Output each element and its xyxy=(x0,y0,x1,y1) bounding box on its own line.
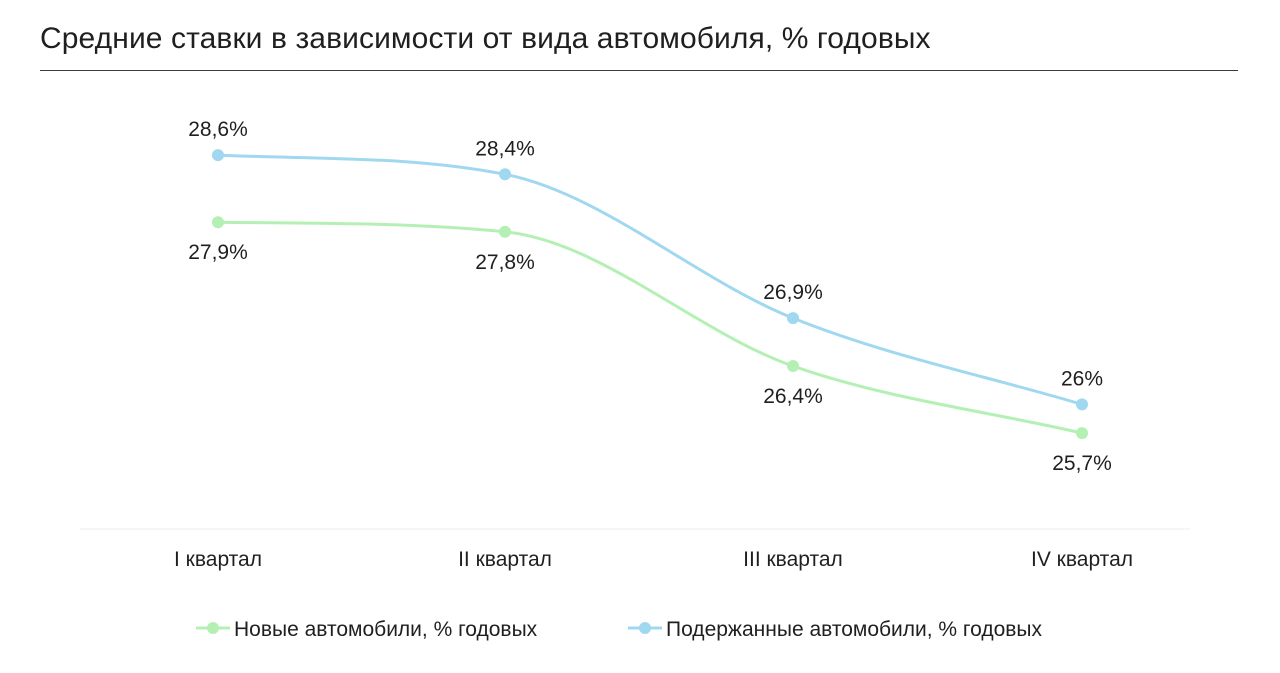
data-label: 25,7% xyxy=(1052,452,1112,475)
data-point xyxy=(1076,398,1088,411)
data-point xyxy=(787,360,799,373)
title-divider xyxy=(40,70,1238,71)
series-line-2 xyxy=(216,153,1084,406)
data-point xyxy=(787,312,799,325)
series-layer: 27,9% 27,8% 26,4% 25,7% 28,6% 28,4% 26,9% 26% xyxy=(188,118,1112,475)
x-axis-ticks: I квартал II квартал III квартал IV квартал xyxy=(174,548,1133,571)
series-line-1 xyxy=(216,220,1084,435)
data-point xyxy=(1076,427,1088,440)
legend-item-1: Новые автомобили, % годовых xyxy=(196,618,538,641)
data-label: 27,8% xyxy=(475,251,535,274)
series-2: 28,6% 28,4% 26,9% 26% xyxy=(188,118,1103,411)
data-label: 26% xyxy=(1061,367,1103,390)
data-label: 26,4% xyxy=(763,385,823,408)
legend-label: Подержанные автомобили, % годовых xyxy=(666,618,1043,641)
legend: Новые автомобили, % годовых Подержанные а… xyxy=(196,618,1043,641)
data-point xyxy=(212,149,224,162)
x-tick-label: II квартал xyxy=(458,548,552,571)
data-point xyxy=(212,216,224,229)
legend-label: Новые автомобили, % годовых xyxy=(234,618,538,641)
legend-dot-marker xyxy=(639,622,651,634)
data-label: 27,9% xyxy=(188,241,248,264)
series-1: 27,9% 27,8% 26,4% 25,7% xyxy=(188,216,1112,475)
data-label: 28,6% xyxy=(188,118,248,141)
data-point xyxy=(499,168,511,181)
page-title: Средние ставки в зависимости от вида авт… xyxy=(40,22,931,55)
x-tick-label: I квартал xyxy=(174,548,262,571)
x-tick-label: III квартал xyxy=(743,548,843,571)
x-tick-label: IV квартал xyxy=(1031,548,1133,571)
legend-item-2: Подержанные автомобили, % годовых xyxy=(628,618,1043,641)
legend-dot-marker xyxy=(207,622,219,634)
data-label: 28,4% xyxy=(475,137,535,160)
data-point xyxy=(499,225,511,238)
data-label: 26,9% xyxy=(763,281,823,304)
